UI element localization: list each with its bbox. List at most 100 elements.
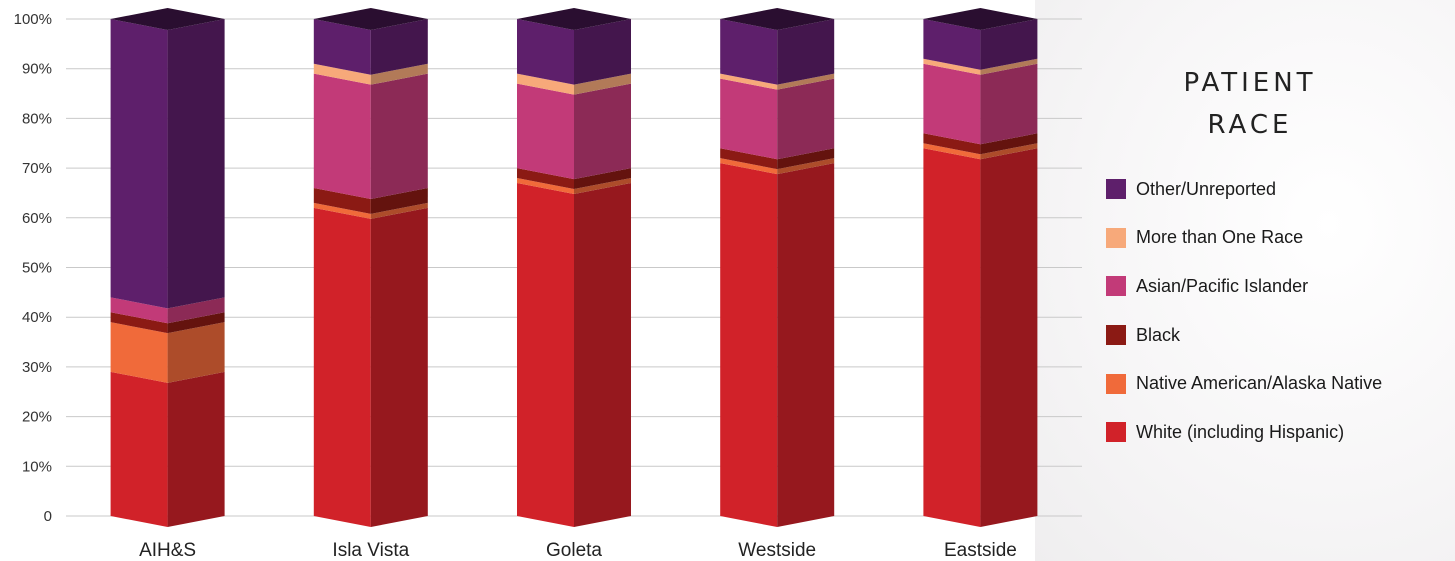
segment-other-unreported-side — [777, 19, 835, 85]
segment-asian-pacific-islander-front — [110, 297, 168, 324]
bar-top-cap — [313, 8, 428, 30]
legend-item-native-american-alaska-native: Native American/Alaska Native — [1106, 359, 1382, 408]
legend-label: Black — [1136, 324, 1181, 345]
y-tick-label: 40% — [22, 309, 52, 326]
bar-top-cap — [517, 8, 631, 30]
segment-other-unreported-side — [167, 19, 225, 309]
x-tick-label: Westside — [738, 540, 816, 561]
segment-other-unreported-side — [370, 19, 428, 75]
segment-native-american-alaska-native-front — [110, 322, 168, 383]
background-shading — [1035, 0, 1455, 561]
segment-more-than-one-race-side — [777, 73, 835, 90]
legend-swatch — [1106, 179, 1126, 200]
legend-label: White (including Hispanic) — [1136, 421, 1345, 442]
segment-other-unreported-front — [720, 19, 778, 85]
legend-label: Other/Unreported — [1136, 178, 1277, 199]
segment-black-front — [110, 312, 168, 334]
plot-area: 0 10% 20% 30% 40% 50% 60% 70% 80% 90% 100% AIH&S Isl… — [14, 8, 1082, 561]
x-tick-label: AIH&S — [139, 540, 196, 561]
segment-white-including-hispanic-side — [167, 371, 225, 527]
segment-white-including-hispanic-side — [777, 163, 835, 527]
y-tick-label: 60% — [22, 210, 52, 227]
segment-asian-pacific-islander-front — [517, 83, 574, 180]
y-tick-label: 10% — [22, 458, 52, 475]
y-tick-label: 30% — [22, 359, 52, 376]
segment-black-front — [923, 133, 981, 155]
segment-white-including-hispanic-front — [110, 371, 168, 527]
segment-black-front — [517, 168, 574, 190]
legend-label: Native American/Alaska Native — [1136, 373, 1383, 394]
y-tick-label: 80% — [22, 110, 52, 127]
segment-white-including-hispanic-side — [574, 183, 631, 527]
legend-item-asian-pacific-islander: Asian/Pacific Islander — [1106, 262, 1382, 311]
segment-more-than-one-race-side — [574, 73, 631, 95]
segment-more-than-one-race-front — [720, 73, 778, 90]
segment-white-including-hispanic-front — [720, 163, 778, 527]
segment-native-american-alaska-native-front — [923, 143, 981, 160]
legend-item-more-than-one-race: More than One Race — [1106, 214, 1382, 263]
legend-title: PATIENT RACE — [1183, 68, 1317, 140]
legend: Other/Unreported More than One Race Asian/… — [1106, 165, 1382, 457]
segment-other-unreported-front — [110, 19, 168, 309]
segment-black-side — [777, 148, 835, 170]
segment-black-front — [720, 148, 778, 170]
bar-top-cap — [923, 8, 1038, 30]
legend-label: Asian/Pacific Islander — [1136, 275, 1309, 296]
legend-item-other-unreported: Other/Unreported — [1106, 165, 1382, 214]
bar-aih-s — [110, 8, 225, 527]
segment-more-than-one-race-side — [370, 63, 428, 85]
segment-asian-pacific-islander-front — [923, 63, 981, 145]
legend-swatch — [1106, 227, 1126, 248]
segment-black-side — [980, 133, 1038, 155]
bar-top-cap — [110, 8, 225, 30]
segment-white-including-hispanic-side — [980, 148, 1038, 527]
x-tick-label: Goleta — [546, 540, 602, 561]
bar-eastside — [923, 8, 1038, 527]
segment-black-side — [167, 312, 225, 334]
segment-more-than-one-race-side — [980, 58, 1038, 75]
segment-native-american-alaska-native-side — [574, 178, 631, 195]
segment-asian-pacific-islander-side — [370, 73, 428, 199]
bar-westside — [720, 8, 835, 527]
y-tick-label: 100% — [14, 11, 52, 28]
legend-item-black: Black — [1106, 311, 1382, 360]
x-tick-label: Eastside — [944, 540, 1017, 561]
segment-native-american-alaska-native-front — [313, 202, 371, 219]
legend-swatch — [1106, 325, 1126, 346]
segment-asian-pacific-islander-side — [980, 63, 1038, 145]
legend-swatch — [1106, 276, 1126, 297]
segment-white-including-hispanic-front — [313, 207, 371, 528]
y-tick-label: 90% — [22, 61, 52, 78]
segment-black-front — [313, 187, 371, 214]
segment-black-side — [574, 168, 631, 190]
segment-other-unreported-side — [980, 19, 1038, 70]
segment-white-including-hispanic-front — [923, 148, 981, 527]
segment-native-american-alaska-native-front — [720, 158, 778, 175]
segment-white-including-hispanic-side — [370, 207, 428, 528]
legend-item-white-including-hispanic: White (including Hispanic) — [1106, 408, 1382, 457]
segment-black-side — [370, 187, 428, 214]
segment-native-american-alaska-native-front — [517, 178, 574, 195]
segment-asian-pacific-islander-side — [777, 78, 835, 160]
bar-isla-vista — [313, 8, 428, 528]
segment-other-unreported-front — [313, 19, 371, 75]
x-tick-label: Isla Vista — [332, 540, 409, 561]
bar-goleta — [517, 8, 631, 527]
legend-label: More than One Race — [1136, 227, 1304, 248]
segment-other-unreported-front — [517, 19, 574, 85]
segment-more-than-one-race-front — [517, 73, 574, 95]
segment-asian-pacific-islander-side — [167, 297, 225, 324]
segment-other-unreported-front — [923, 19, 981, 70]
legend-swatch — [1106, 422, 1126, 443]
bar-top-cap — [720, 8, 835, 30]
segment-asian-pacific-islander-front — [720, 78, 778, 160]
segment-more-than-one-race-front — [923, 58, 981, 75]
segment-asian-pacific-islander-side — [574, 83, 631, 180]
segment-native-american-alaska-native-side — [777, 158, 835, 175]
y-tick-label: 20% — [22, 409, 52, 426]
y-tick-label: 50% — [22, 260, 52, 277]
legend-swatch — [1106, 373, 1126, 394]
segment-asian-pacific-islander-front — [313, 73, 371, 199]
segment-white-including-hispanic-front — [517, 183, 574, 527]
